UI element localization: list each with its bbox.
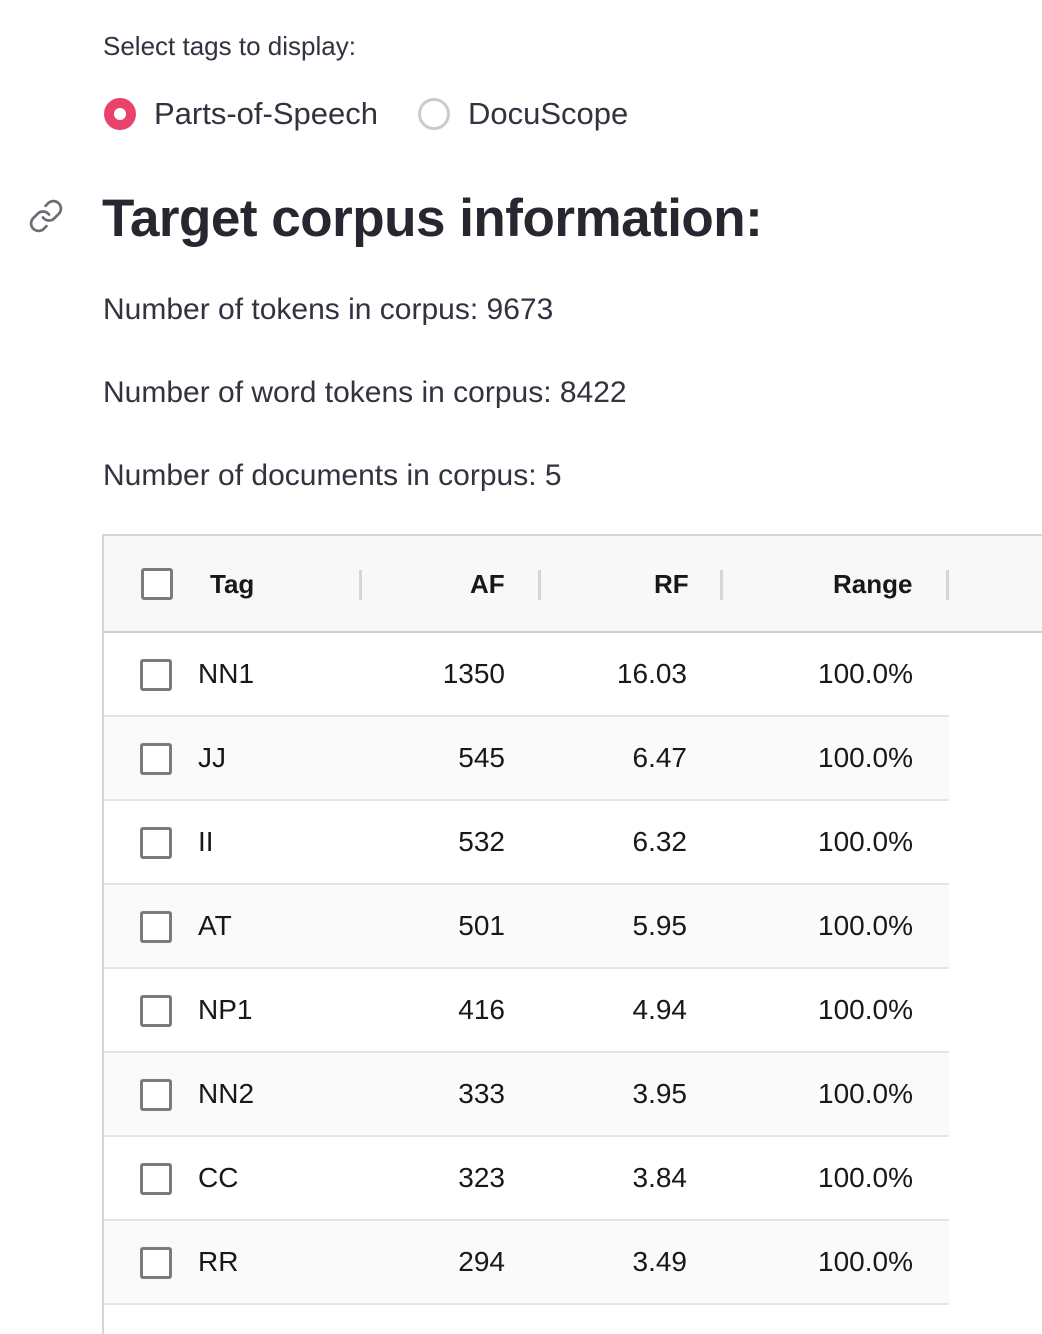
page-title: Target corpus information:: [102, 189, 763, 248]
row-checkbox[interactable]: [140, 911, 172, 943]
table-row[interactable]: CC 323 3.84 100.0%: [104, 1137, 949, 1221]
table-row[interactable]: RR 294 3.49 100.0%: [104, 1221, 949, 1305]
column-resize-handle[interactable]: [720, 570, 723, 600]
cell-af: 545: [458, 742, 505, 773]
cell-range: 100.0%: [818, 826, 913, 857]
cell-range: 100.0%: [818, 1246, 913, 1277]
cell-tag: CC: [198, 1162, 239, 1193]
cell-af: 294: [458, 1246, 505, 1277]
radio-unchecked-indicator[interactable]: [418, 98, 450, 130]
table-row[interactable]: NN2 333 3.95 100.0%: [104, 1053, 949, 1137]
cell-af: 416: [458, 994, 505, 1025]
radio-checked-indicator[interactable]: [104, 98, 136, 130]
cell-range: 100.0%: [818, 1162, 913, 1193]
cell-rf: 3.84: [632, 1162, 688, 1193]
word-token-count-text: Number of word tokens in corpus: 8422: [103, 376, 627, 409]
token-count-text: Number of tokens in corpus: 9673: [103, 293, 554, 326]
column-header-af[interactable]: AF: [470, 569, 505, 599]
cell-range: 100.0%: [818, 742, 913, 773]
radio-option-docuscope[interactable]: DocuScope: [418, 96, 628, 132]
tag-selector-label: Select tags to display:: [103, 31, 356, 61]
cell-range: 100.0%: [818, 1078, 913, 1109]
cell-tag: AT: [198, 910, 232, 941]
column-resize-handle[interactable]: [538, 570, 541, 600]
cell-af: 333: [458, 1078, 505, 1109]
column-resize-handle[interactable]: [359, 570, 362, 600]
document-count-text: Number of documents in corpus: 5: [103, 459, 562, 492]
column-header-rf[interactable]: RF: [654, 569, 689, 599]
cell-tag: NN1: [198, 658, 255, 689]
link-icon[interactable]: [28, 198, 64, 234]
radio-label-parts-of-speech: Parts-of-Speech: [154, 96, 378, 131]
cell-rf: 4.94: [632, 994, 688, 1025]
cell-rf: 3.49: [632, 1246, 688, 1277]
cell-range: 100.0%: [818, 910, 913, 941]
radio-option-parts-of-speech[interactable]: Parts-of-Speech: [104, 96, 378, 132]
cell-rf: 16.03: [616, 658, 687, 689]
cell-af: 323: [458, 1162, 505, 1193]
cell-tag: JJ: [198, 742, 226, 773]
table-row[interactable]: AT 501 5.95 100.0%: [104, 885, 949, 969]
row-checkbox[interactable]: [140, 995, 172, 1027]
column-header-tag[interactable]: Tag: [210, 569, 255, 599]
radio-label-docuscope: DocuScope: [468, 96, 629, 131]
cell-rf: 3.95: [632, 1078, 688, 1109]
cell-range: 100.0%: [818, 658, 913, 689]
cell-af: 532: [458, 826, 505, 857]
column-resize-handle[interactable]: [946, 570, 949, 600]
cell-af: 1350: [442, 658, 505, 689]
table-row[interactable]: II 532 6.32 100.0%: [104, 801, 949, 885]
table-header: Tag AF RF Range: [104, 536, 1042, 633]
row-checkbox[interactable]: [140, 1079, 172, 1111]
cell-rf: 6.47: [632, 742, 688, 773]
table-row[interactable]: NN1 1350 16.03 100.0%: [104, 633, 949, 717]
cell-af: 501: [458, 910, 505, 941]
select-all-checkbox[interactable]: [141, 568, 173, 600]
row-checkbox[interactable]: [140, 659, 172, 691]
column-header-range[interactable]: Range: [833, 569, 913, 599]
row-checkbox[interactable]: [140, 827, 172, 859]
table-row[interactable]: NP1 416 4.94 100.0%: [104, 969, 949, 1053]
row-checkbox[interactable]: [140, 1163, 172, 1195]
cell-tag: NN2: [198, 1078, 255, 1109]
row-checkbox[interactable]: [140, 743, 172, 775]
cell-rf: 5.95: [632, 910, 688, 941]
cell-tag: RR: [198, 1246, 239, 1277]
cell-tag: NP1: [198, 994, 253, 1025]
corpus-tag-table: Tag AF RF Range NN1 1350 16.03 100.0% JJ…: [102, 534, 1042, 1334]
cell-range: 100.0%: [818, 994, 913, 1025]
cell-rf: 6.32: [632, 826, 688, 857]
table-row[interactable]: JJ 545 6.47 100.0%: [104, 717, 949, 801]
tag-type-radio-group: Parts-of-Speech DocuScope: [104, 92, 668, 136]
cell-tag: II: [198, 826, 214, 857]
row-checkbox[interactable]: [140, 1247, 172, 1279]
